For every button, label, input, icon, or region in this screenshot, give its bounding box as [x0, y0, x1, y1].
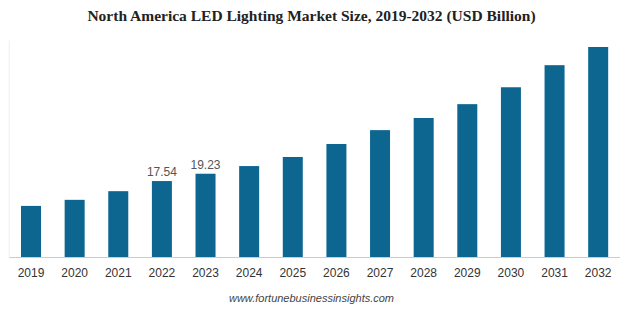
x-tick-label: 2031: [541, 266, 568, 280]
bar: [326, 144, 346, 257]
chart: North America LED Lighting Market Size, …: [0, 0, 623, 310]
bar: [108, 191, 128, 257]
x-tick-label: 2024: [236, 266, 263, 280]
x-tick-label: 2021: [105, 266, 132, 280]
bar: [196, 174, 216, 257]
x-tick-label: 2023: [192, 266, 219, 280]
bar: [21, 206, 41, 257]
source: www.fortunebusinessinsights.com: [229, 292, 394, 304]
bar: [414, 118, 434, 257]
x-tick-label: 2028: [410, 266, 437, 280]
bars: [21, 47, 608, 257]
bar: [65, 200, 85, 257]
x-tick-label: 2027: [367, 266, 394, 280]
bar: [239, 166, 259, 257]
data-label: 19.23: [191, 158, 221, 172]
bar: [501, 87, 521, 257]
data-label: 17.54: [147, 165, 177, 179]
x-tick-label: 2025: [279, 266, 306, 280]
x-tick-label: 2030: [498, 266, 525, 280]
x-tick-label: 2022: [149, 266, 176, 280]
title: North America LED Lighting Market Size, …: [87, 7, 535, 25]
bar: [370, 130, 390, 257]
x-axis-line: [9, 257, 620, 258]
x-tick-label: 2026: [323, 266, 350, 280]
x-tick-label: 2029: [454, 266, 481, 280]
x-tick-label: 2019: [18, 266, 45, 280]
bar: [457, 104, 477, 257]
x-tick-label: 2032: [585, 266, 612, 280]
x-tick-label: 2020: [61, 266, 88, 280]
bar: [545, 65, 565, 257]
bar: [152, 181, 172, 257]
bar: [588, 47, 608, 257]
y-axis-line: [9, 41, 10, 258]
bar: [283, 157, 303, 257]
